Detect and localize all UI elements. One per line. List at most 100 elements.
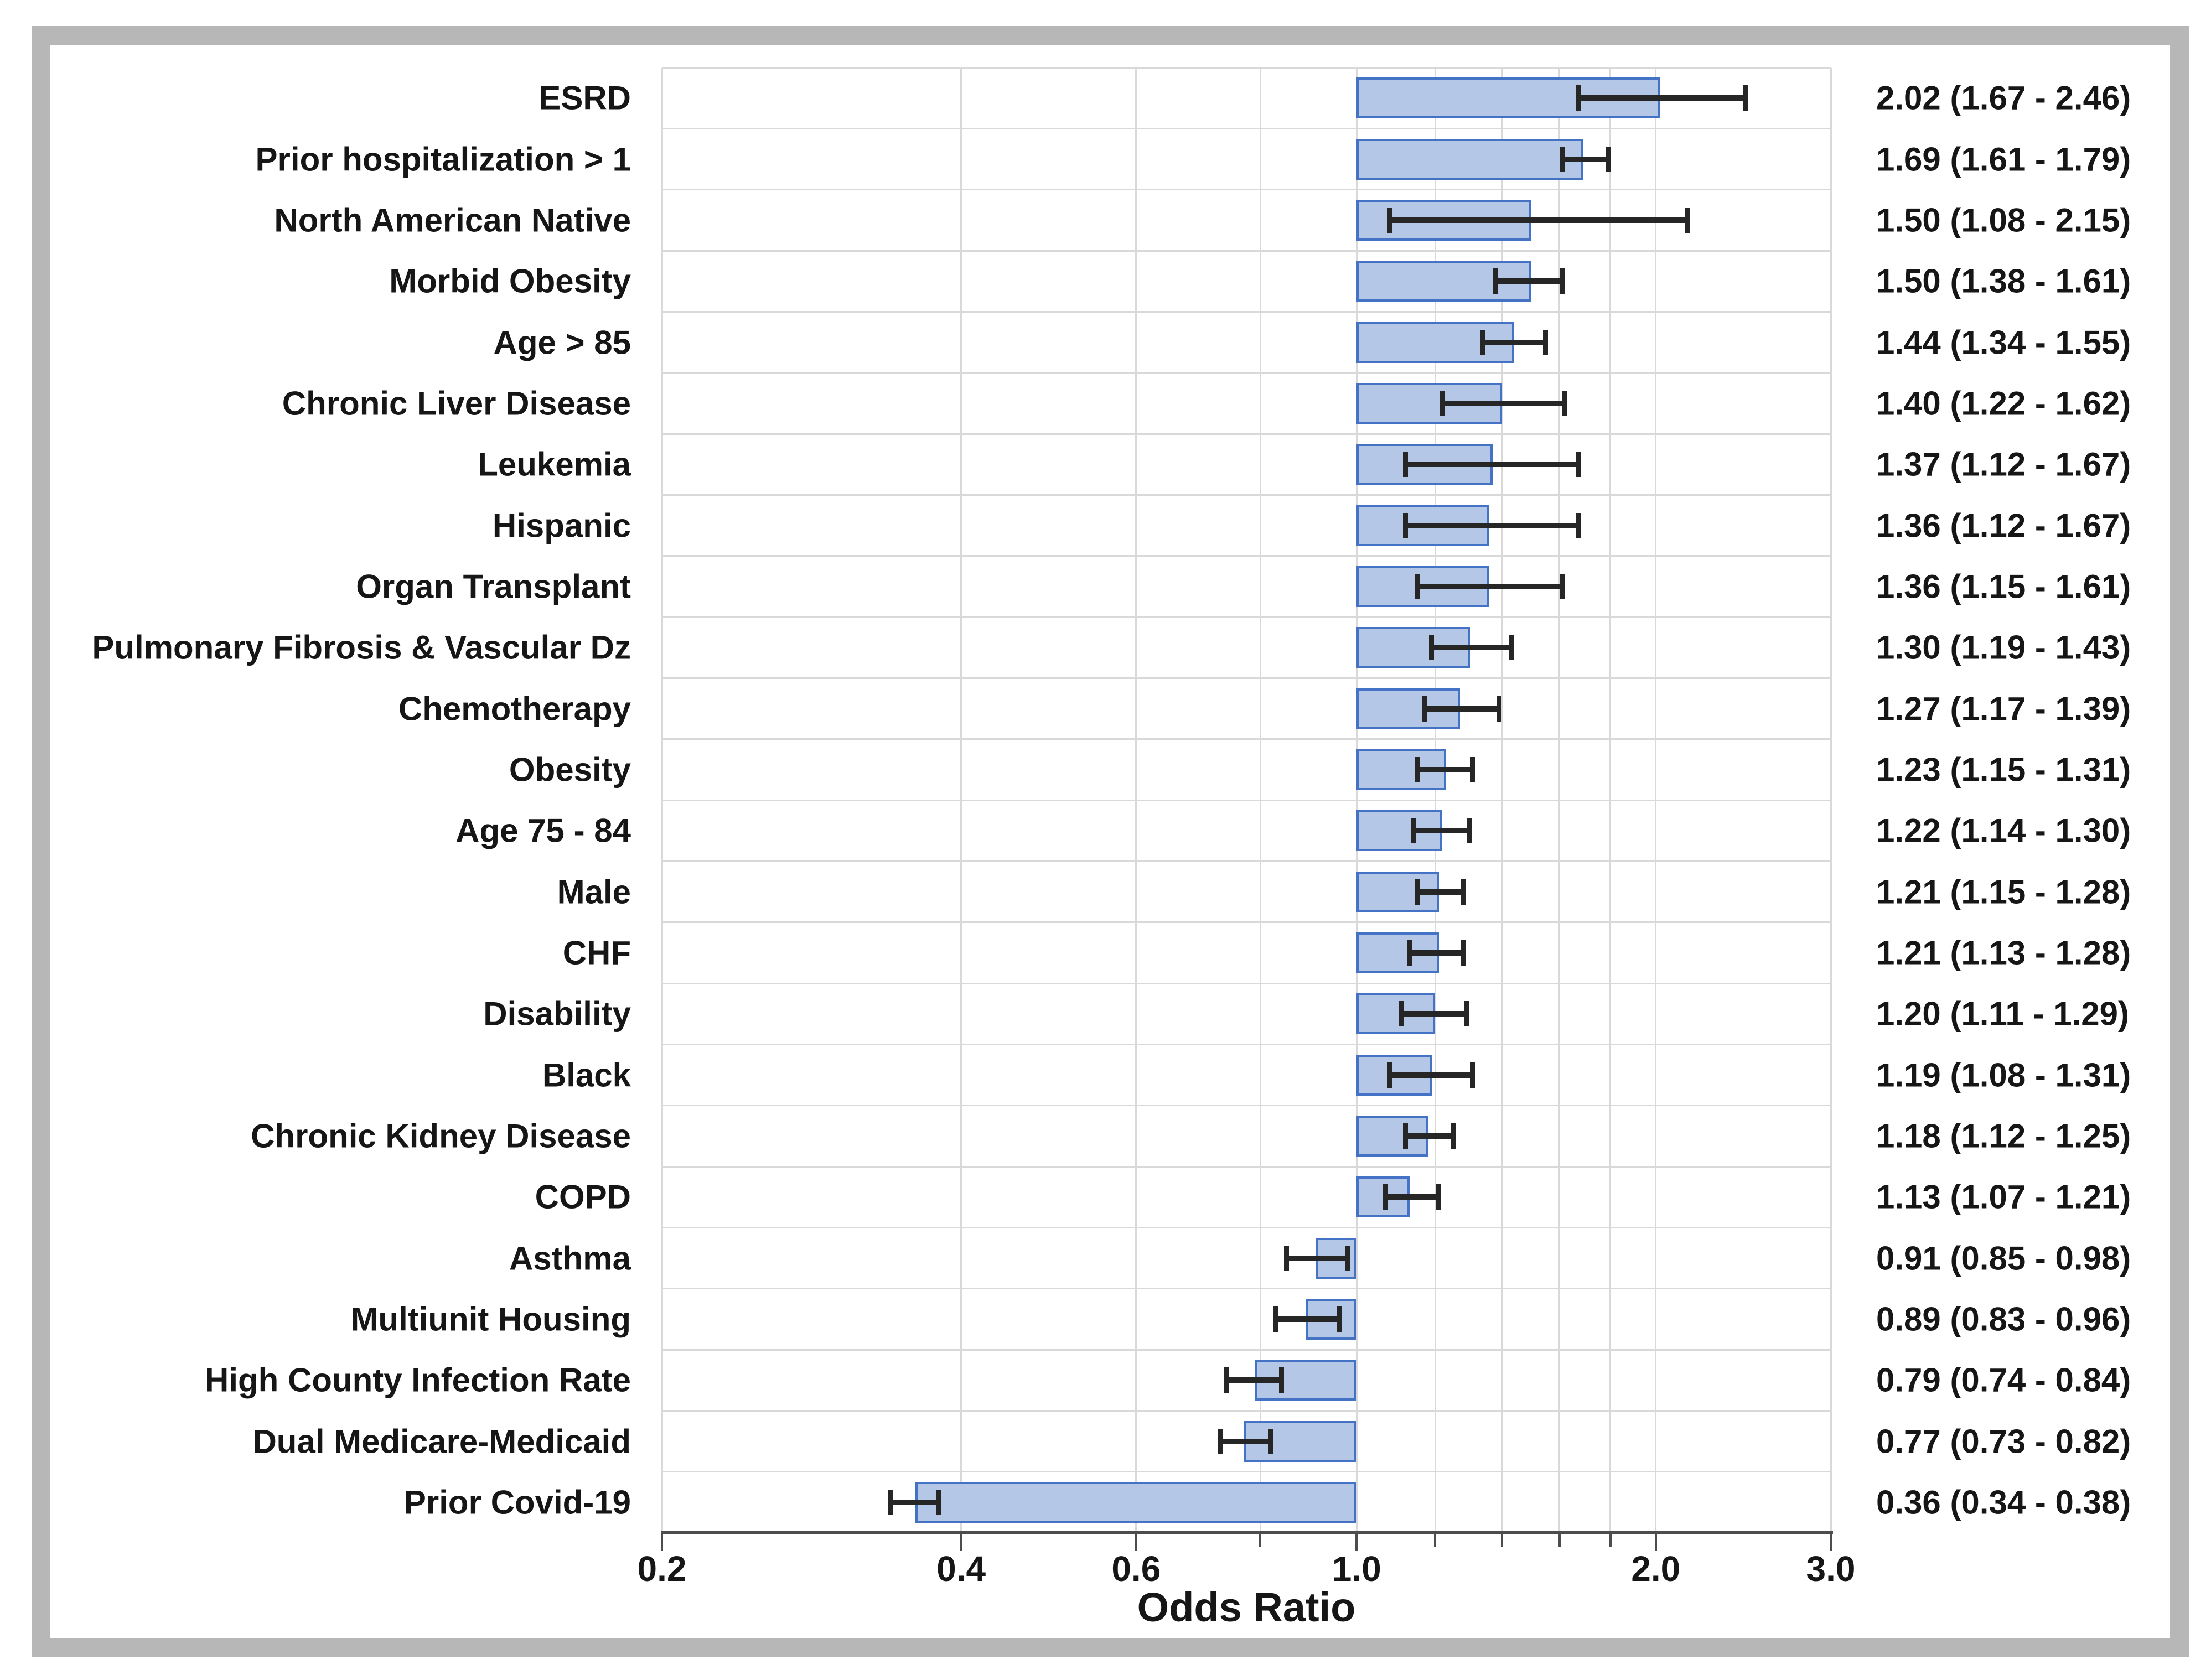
category-label: Age 75 - 84 <box>455 812 631 849</box>
ci-whisker-cap-left <box>1383 1184 1389 1210</box>
or-ci-value-label: 1.69 (1.61 - 1.79) <box>1876 141 2131 178</box>
x-gridline <box>1135 68 1137 1533</box>
or-ci-value-label: 1.36 (1.12 - 1.67) <box>1876 507 2131 544</box>
ci-whisker-cap-left <box>1399 1001 1405 1027</box>
x-gridline <box>1355 68 1358 1533</box>
or-bar <box>915 1481 1357 1523</box>
ci-whisker-cap-right <box>1575 512 1581 538</box>
or-ci-value-label: 0.79 (0.74 - 0.84) <box>1876 1361 2131 1399</box>
ci-whisker-cap-right <box>936 1489 942 1515</box>
x-axis-tick <box>1609 1534 1612 1547</box>
category-label: Prior hospitalization > 1 <box>255 141 631 178</box>
x-axis-tick <box>1654 1534 1657 1551</box>
ci-whisker-line <box>1286 1255 1348 1261</box>
ci-whisker-cap-right <box>1496 696 1501 722</box>
category-label: Chronic Liver Disease <box>282 385 631 422</box>
row-gridline <box>662 310 1831 313</box>
ci-whisker-line <box>1405 1133 1453 1139</box>
ci-whisker-cap-left <box>1429 635 1435 661</box>
ci-whisker-cap-right <box>1336 1306 1342 1332</box>
or-ci-value-label: 1.30 (1.19 - 1.43) <box>1876 629 2131 666</box>
x-gridline <box>1655 68 1657 1533</box>
ci-whisker-cap-left <box>1387 207 1392 233</box>
or-ci-value-label: 1.22 (1.14 - 1.30) <box>1876 812 2131 849</box>
ci-whisker-cap-right <box>1436 1184 1442 1210</box>
row-gridline <box>662 921 1831 924</box>
row-gridline <box>662 1043 1831 1045</box>
or-ci-value-label: 1.50 (1.08 - 2.15) <box>1876 201 2131 239</box>
row-gridline <box>662 555 1831 557</box>
ci-whisker-line <box>1405 522 1578 528</box>
ci-whisker-cap-left <box>1414 573 1420 599</box>
row-gridline <box>662 433 1831 435</box>
ci-whisker-line <box>1401 1011 1467 1017</box>
ci-whisker-cap-right <box>1470 1062 1476 1088</box>
x-tick-label: 2.0 <box>1631 1549 1681 1589</box>
or-bar <box>1356 138 1583 180</box>
figure-frame <box>32 26 2189 1657</box>
ci-whisker-line <box>1431 645 1511 651</box>
ci-whisker-line <box>1417 889 1463 895</box>
ci-whisker-cap-right <box>1470 756 1476 782</box>
row-gridline <box>662 1105 1831 1107</box>
ci-whisker-line <box>1405 462 1578 468</box>
ci-whisker-cap-left <box>1273 1306 1279 1332</box>
x-gridline <box>1434 68 1436 1533</box>
ci-whisker-line <box>1413 828 1470 834</box>
category-label: Male <box>557 873 631 910</box>
category-label: Hispanic <box>492 507 631 544</box>
ci-whisker-cap-left <box>1224 1367 1229 1393</box>
x-tick-label: 0.6 <box>1111 1549 1161 1589</box>
ci-whisker-cap-right <box>1467 818 1473 844</box>
row-gridline <box>662 250 1831 252</box>
or-ci-value-label: 1.40 (1.22 - 1.62) <box>1876 385 2131 422</box>
row-gridline <box>662 616 1831 618</box>
x-gridline <box>661 68 663 1533</box>
ci-whisker-cap-right <box>1560 268 1565 294</box>
or-ci-value-label: 1.13 (1.07 - 1.21) <box>1876 1178 2131 1216</box>
row-gridline <box>662 1226 1831 1228</box>
row-gridline <box>662 1349 1831 1351</box>
ci-whisker-cap-left <box>1410 818 1416 844</box>
x-axis-tick <box>1558 1534 1561 1547</box>
category-label: Chemotherapy <box>398 690 631 727</box>
or-ci-value-label: 0.91 (0.85 - 0.98) <box>1876 1240 2131 1277</box>
ci-whisker-cap-right <box>1562 390 1567 416</box>
ci-whisker-cap-right <box>1461 940 1466 966</box>
ci-whisker-line <box>1385 1194 1439 1200</box>
category-label: Pulmonary Fibrosis & Vascular Dz <box>92 629 631 666</box>
ci-whisker-line <box>1424 706 1499 712</box>
x-gridline <box>1501 68 1503 1533</box>
ci-whisker-line <box>1417 766 1473 772</box>
row-gridline <box>662 799 1831 801</box>
row-gridline <box>662 1471 1831 1473</box>
or-ci-value-label: 1.21 (1.13 - 1.28) <box>1876 934 2131 972</box>
ci-whisker-cap-right <box>1450 1123 1456 1149</box>
ci-whisker-cap-left <box>1283 1245 1289 1271</box>
ci-whisker-cap-left <box>1218 1428 1224 1454</box>
ci-whisker-cap-left <box>1403 512 1409 538</box>
or-ci-value-label: 1.23 (1.15 - 1.31) <box>1876 751 2131 789</box>
category-label: COPD <box>535 1178 631 1216</box>
or-ci-value-label: 1.18 (1.12 - 1.25) <box>1876 1117 2131 1155</box>
or-ci-value-label: 1.50 (1.38 - 1.61) <box>1876 262 2131 300</box>
or-ci-value-label: 1.20 (1.11 - 1.29) <box>1876 995 2129 1033</box>
category-label: Chronic Kidney Disease <box>251 1117 631 1155</box>
or-ci-value-label: 1.19 (1.08 - 1.31) <box>1876 1056 2131 1093</box>
x-tick-label: 1.0 <box>1332 1549 1381 1589</box>
ci-whisker-cap-left <box>1493 268 1498 294</box>
x-tick-label: 0.4 <box>936 1549 986 1589</box>
or-ci-value-label: 1.21 (1.15 - 1.28) <box>1876 873 2131 910</box>
row-gridline <box>662 189 1831 191</box>
row-gridline <box>662 982 1831 984</box>
ci-whisker-cap-left <box>1480 329 1485 355</box>
x-gridline <box>1830 68 1832 1533</box>
ci-whisker-line <box>1417 583 1562 589</box>
ci-whisker-cap-right <box>1345 1245 1350 1271</box>
row-gridline <box>662 494 1831 496</box>
row-gridline <box>662 372 1831 374</box>
x-axis-tick <box>1500 1534 1503 1547</box>
row-gridline <box>662 1288 1831 1290</box>
ci-whisker-line <box>1495 278 1562 284</box>
